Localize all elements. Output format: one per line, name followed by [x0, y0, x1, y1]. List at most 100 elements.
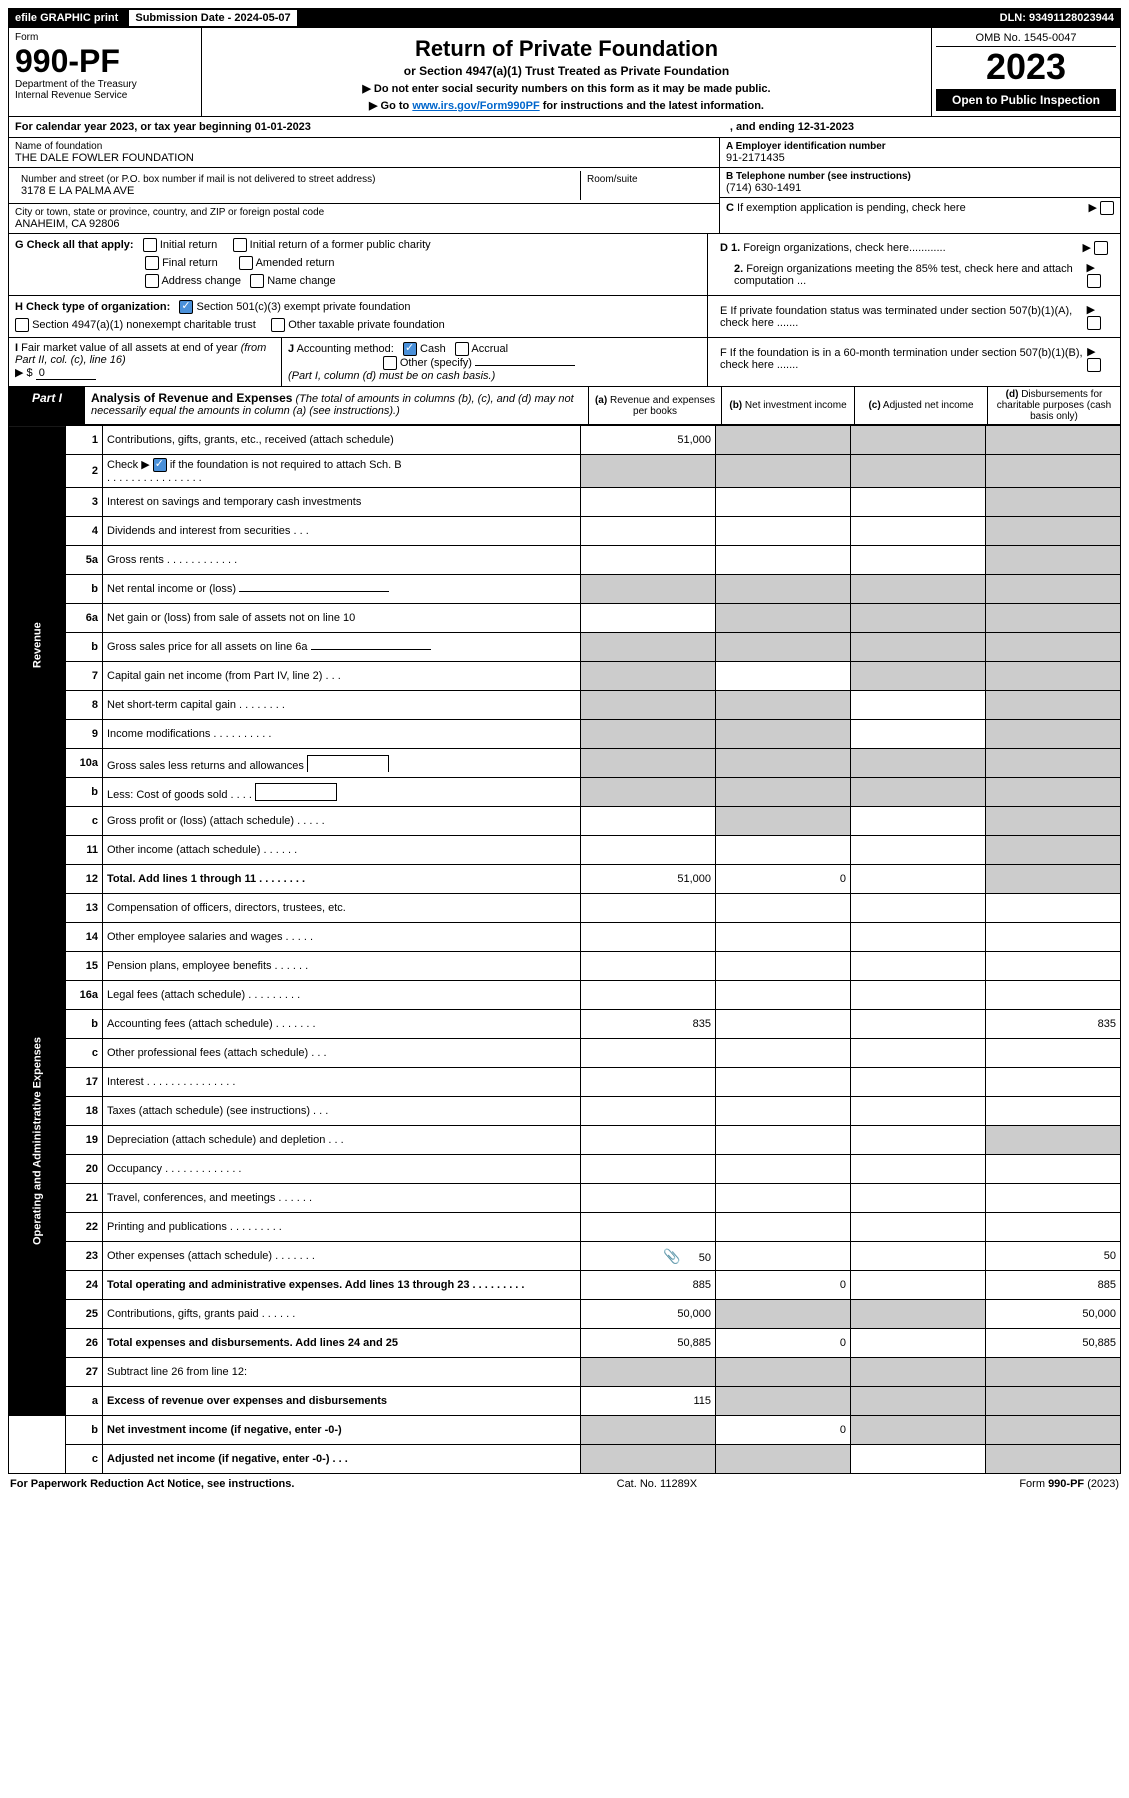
- r27a-desc: Excess of revenue over expenses and disb…: [103, 1387, 581, 1416]
- r9-desc: Income modifications . . . . . . . . . .: [103, 720, 581, 749]
- r10b-b: [716, 778, 851, 807]
- g-initial-return-checkbox[interactable]: [143, 238, 157, 252]
- d1-checkbox[interactable]: [1094, 241, 1108, 255]
- city-state-zip: ANAHEIM, CA 92806: [15, 218, 120, 230]
- r10b-desc: Less: Cost of goods sold . . . .: [103, 778, 581, 807]
- r12-a: 51,000: [581, 865, 716, 894]
- r13-num: 13: [66, 894, 103, 923]
- r20-b: [716, 1155, 851, 1184]
- row-1: Revenue 1 Contributions, gifts, grants, …: [9, 426, 1121, 455]
- g-row3: Address change Name change: [15, 274, 701, 288]
- note2-post: for instructions and the latest informat…: [540, 100, 764, 112]
- r10a-num: 10a: [66, 749, 103, 778]
- d2-checkbox[interactable]: [1087, 274, 1101, 288]
- row-16a: 16aLegal fees (attach schedule) . . . . …: [9, 981, 1121, 1010]
- r14-c: [851, 923, 986, 952]
- paperclip-icon[interactable]: 📎: [663, 1248, 680, 1264]
- r10c-a: [581, 807, 716, 836]
- r10b-d: [986, 778, 1121, 807]
- e-checkbox[interactable]: [1087, 316, 1101, 330]
- part1-title: Analysis of Revenue and Expenses (The to…: [85, 387, 589, 424]
- r16a-num: 16a: [66, 981, 103, 1010]
- r13-d: [986, 894, 1121, 923]
- r27c-b: [716, 1445, 851, 1474]
- r24-d: 885: [986, 1271, 1121, 1300]
- r6a-b: [716, 604, 851, 633]
- col-a-header: (a) Revenue and expenses per books: [589, 387, 722, 424]
- r3-desc: Interest on savings and temporary cash i…: [103, 488, 581, 517]
- f-checkbox[interactable]: [1087, 358, 1101, 372]
- r18-d: [986, 1097, 1121, 1126]
- row-8: 8Net short-term capital gain . . . . . .…: [9, 691, 1121, 720]
- r27b-num: b: [66, 1416, 103, 1445]
- r1-b: [716, 426, 851, 455]
- revenue-sidelabel: Revenue: [9, 426, 66, 865]
- r2-dots: . . . . . . . . . . . . . . . .: [107, 472, 202, 484]
- r26-d: 50,885: [986, 1329, 1121, 1358]
- row-21: 21Travel, conferences, and meetings . . …: [9, 1184, 1121, 1213]
- r2-b: [716, 455, 851, 488]
- expenses-sidelabel: Operating and Administrative Expenses: [9, 865, 66, 1416]
- r21-a: [581, 1184, 716, 1213]
- r27c-d: [986, 1445, 1121, 1474]
- r6b-num: b: [66, 633, 103, 662]
- row-27: 27Subtract line 26 from line 12:: [9, 1358, 1121, 1387]
- r27-num: 27: [66, 1358, 103, 1387]
- irs: Internal Revenue Service: [15, 90, 195, 101]
- r2-pre: Check ▶: [107, 459, 153, 471]
- r11-d: [986, 836, 1121, 865]
- g-address-checkbox[interactable]: [145, 274, 159, 288]
- j-accrual: Accrual: [471, 343, 508, 355]
- r11-c: [851, 836, 986, 865]
- r25-num: 25: [66, 1300, 103, 1329]
- r27a-c: [851, 1387, 986, 1416]
- h-4947-checkbox[interactable]: [15, 318, 29, 332]
- r11-a: [581, 836, 716, 865]
- r15-d: [986, 952, 1121, 981]
- g-amended-checkbox[interactable]: [239, 256, 253, 270]
- h-501c3-checkbox[interactable]: [179, 300, 193, 314]
- r5b-desc: Net rental income or (loss): [103, 575, 581, 604]
- j-other-checkbox[interactable]: [383, 356, 397, 370]
- calyear-start: For calendar year 2023, or tax year begi…: [15, 121, 311, 133]
- name-label: Name of foundation: [15, 141, 713, 152]
- r13-desc: Compensation of officers, directors, tru…: [103, 894, 581, 923]
- j-note: (Part I, column (d) must be on cash basi…: [288, 370, 495, 382]
- g-initial-former-checkbox[interactable]: [233, 238, 247, 252]
- calendar-year-row: For calendar year 2023, or tax year begi…: [8, 117, 1121, 138]
- j-cash-checkbox[interactable]: [403, 342, 417, 356]
- g-final-checkbox[interactable]: [145, 256, 159, 270]
- irs-link[interactable]: www.irs.gov/Form990PF: [412, 100, 539, 112]
- j-accrual-checkbox[interactable]: [455, 342, 469, 356]
- r1-c: [851, 426, 986, 455]
- r16c-c: [851, 1039, 986, 1068]
- r10b-num: b: [66, 778, 103, 807]
- r6b-a: [581, 633, 716, 662]
- r26-c: [851, 1329, 986, 1358]
- r16b-desc: Accounting fees (attach schedule) . . . …: [103, 1010, 581, 1039]
- c-checkbox[interactable]: [1100, 201, 1114, 215]
- r1-a: 51,000: [581, 426, 716, 455]
- r25-c: [851, 1300, 986, 1329]
- g-initial-return: Initial return: [160, 239, 217, 251]
- g-name-checkbox[interactable]: [250, 274, 264, 288]
- h-other-checkbox[interactable]: [271, 318, 285, 332]
- row-27c: cAdjusted net income (if negative, enter…: [9, 1445, 1121, 1474]
- r25-desc: Contributions, gifts, grants paid . . . …: [103, 1300, 581, 1329]
- r20-a: [581, 1155, 716, 1184]
- r2-checkbox[interactable]: [153, 458, 167, 472]
- row-10a: 10aGross sales less returns and allowanc…: [9, 749, 1121, 778]
- r22-c: [851, 1213, 986, 1242]
- open-public: Open to Public Inspection: [936, 89, 1116, 111]
- r6a-desc: Net gain or (loss) from sale of assets n…: [103, 604, 581, 633]
- r24-desc: Total operating and administrative expen…: [103, 1271, 581, 1300]
- r4-c: [851, 517, 986, 546]
- dln: DLN: 93491128023944: [1000, 12, 1114, 24]
- f-row: F If the foundation is in a 60-month ter…: [714, 342, 1114, 375]
- form-number: 990-PF: [15, 45, 195, 77]
- r10b-c: [851, 778, 986, 807]
- r27a-num: a: [66, 1387, 103, 1416]
- r16a-a: [581, 981, 716, 1010]
- r22-num: 22: [66, 1213, 103, 1242]
- part1-title-text: Analysis of Revenue and Expenses: [91, 391, 292, 405]
